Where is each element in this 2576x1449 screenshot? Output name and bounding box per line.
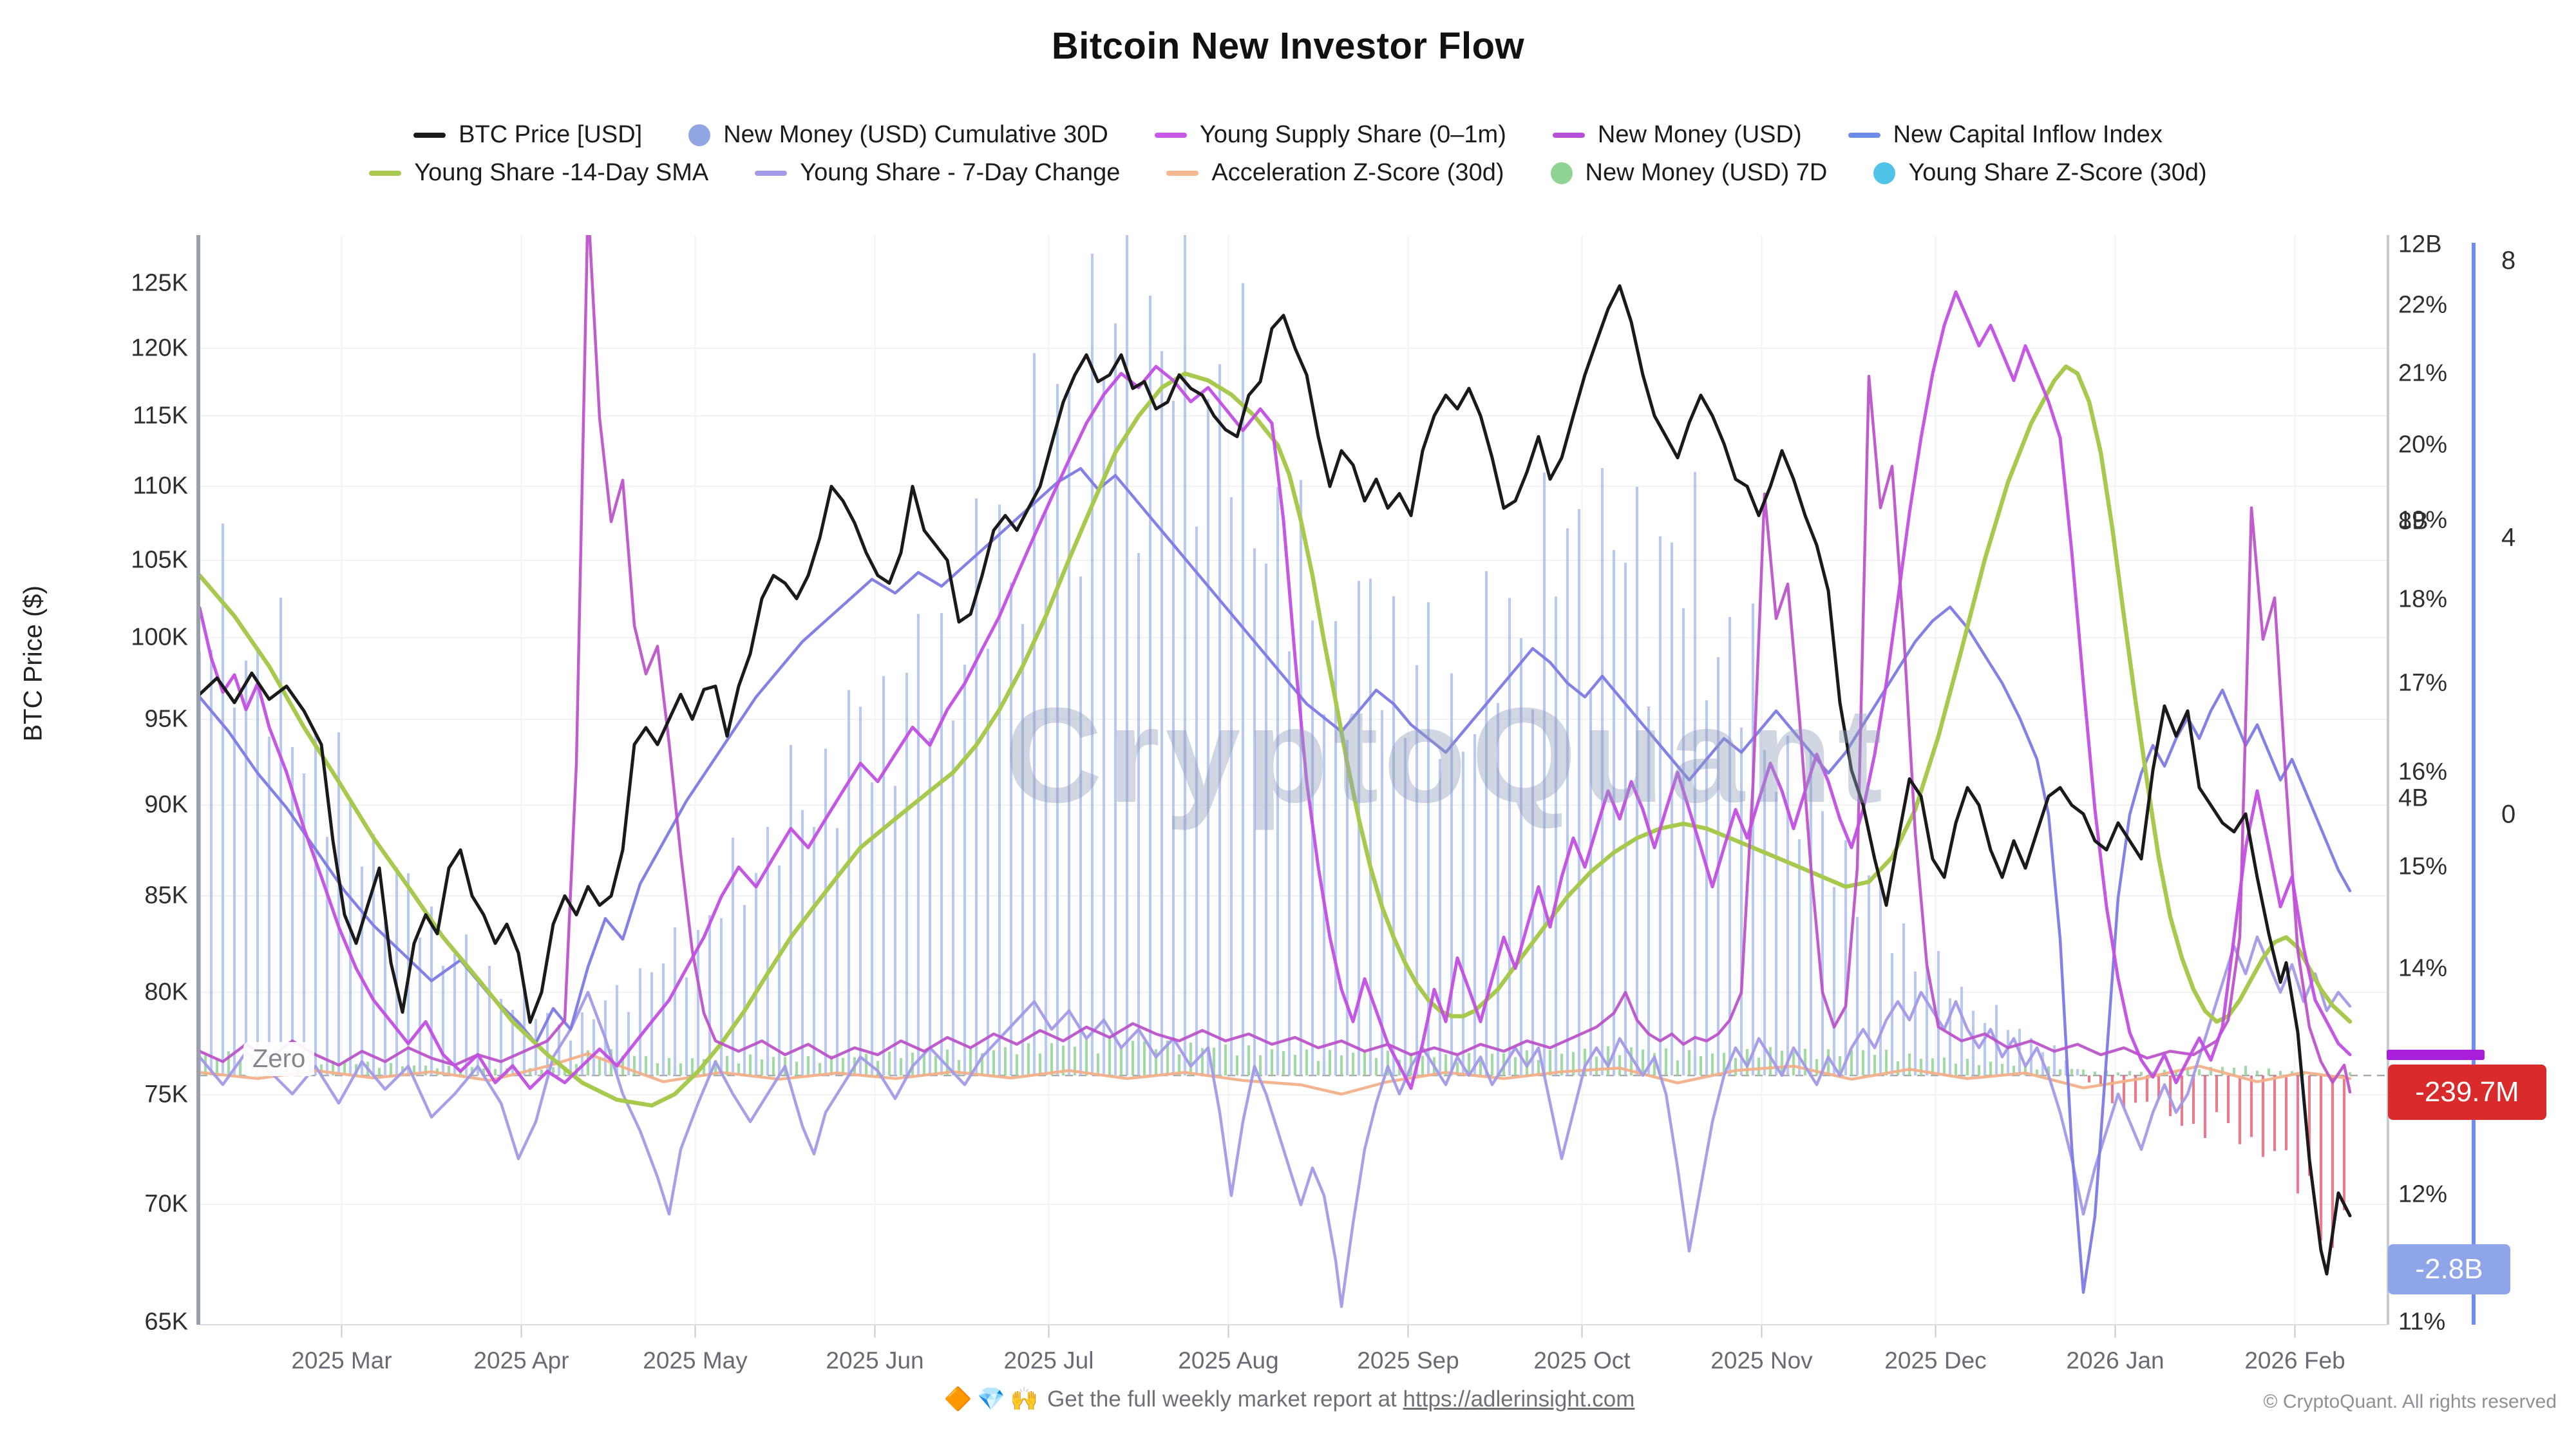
x-axis-month-label: 2025 Mar <box>291 1347 392 1374</box>
legend-line-swatch-icon <box>1166 170 1199 176</box>
y-axis-tick-percent: 11% <box>2398 1308 2446 1336</box>
zero-line-label: Zero <box>243 1042 315 1076</box>
legend-item-young-share-z-score-30d[interactable]: Young Share Z-Score (30d) <box>1873 159 2207 187</box>
y-axis-tick-percent: 20% <box>2398 431 2448 459</box>
x-axis-month-label: 2025 Oct <box>1533 1347 1631 1374</box>
legend-item-label: New Capital Inflow Index <box>1893 121 2163 148</box>
legend-row: Young Share -14-Day SMA Young Share - 7-D… <box>193 159 2383 187</box>
legend-line-swatch-icon <box>755 170 788 176</box>
y-axis-tick-percent: 19% <box>2398 506 2448 534</box>
legend-line-swatch-icon <box>1154 132 1187 138</box>
y-axis-tick-percent: 14% <box>2398 954 2448 982</box>
y-axis-tick-price: 105K <box>131 546 188 574</box>
x-axis-month-label: 2025 Aug <box>1178 1347 1279 1374</box>
legend-item-label: Young Supply Share (0–1m) <box>1199 121 1506 148</box>
legend-item-label: New Money (USD) Cumulative 30D <box>723 121 1108 148</box>
legend-item-label: New Money (USD) <box>1597 121 1802 148</box>
y-axis-tick-percent: 17% <box>2398 669 2448 697</box>
y-axis-tick-percent: 22% <box>2398 291 2448 319</box>
legend-line-swatch-icon <box>1552 132 1585 138</box>
y-axis-tick-price: 80K <box>144 978 188 1006</box>
x-axis-month-label: 2025 May <box>643 1347 748 1374</box>
x-axis-month-label: 2025 Apr <box>473 1347 569 1374</box>
legend-line-swatch-icon <box>369 170 402 176</box>
x-axis-month-label: 2025 Dec <box>1884 1347 1987 1374</box>
y-axis-tick-zscore: 0 <box>2501 800 2516 829</box>
legend-circle-swatch-icon <box>1550 162 1573 184</box>
y-axis-tick-price: 70K <box>144 1190 188 1218</box>
legend-line-swatch-icon <box>1848 132 1880 138</box>
y-axis-tick-price: 120K <box>131 334 188 362</box>
young-share-current-marker <box>2387 1049 2485 1060</box>
y-axis-tick-percent: 21% <box>2398 359 2448 387</box>
legend-item-young-share-7-day-change[interactable]: Young Share - 7-Day Change <box>755 159 1120 187</box>
y-axis-tick-price: 100K <box>131 623 188 651</box>
y-axis-tick-price: 125K <box>131 269 188 297</box>
y-axis-tick-percent: 15% <box>2398 853 2448 880</box>
raised-hands-icon: 🙌 <box>1010 1387 1039 1412</box>
legend-line-swatch-icon <box>413 132 446 138</box>
current-value-badge-cumulative: -2.8B <box>2388 1244 2510 1294</box>
y-axis-tick-billions: 12B <box>2398 231 2442 258</box>
y-axis-tick-billions: 8B <box>2398 507 2429 535</box>
report-link[interactable]: https://adlerinsight.com <box>1403 1387 1635 1412</box>
footer-text: Get the full weekly market report at <box>1047 1387 1397 1412</box>
gem-icon: 💎 <box>977 1387 1005 1412</box>
x-axis-month-label: 2025 Jun <box>826 1347 924 1374</box>
diamond-icon: 🔶 <box>943 1387 972 1412</box>
legend-item-new-money-usd-7d[interactable]: New Money (USD) 7D <box>1550 159 1828 187</box>
x-axis-month-label: 2025 Sep <box>1357 1347 1459 1374</box>
legend-item-label: Acceleration Z-Score (30d) <box>1211 159 1504 186</box>
legend-item-young-supply-share-0-1m[interactable]: Young Supply Share (0–1m) <box>1154 121 1506 149</box>
legend-item-label: Young Share - 7-Day Change <box>800 159 1121 186</box>
legend-circle-swatch-icon <box>1873 162 1896 184</box>
legend-item-label: Young Share Z-Score (30d) <box>1908 159 2207 186</box>
current-value-badge-new-money: -239.7M <box>2388 1064 2546 1120</box>
copyright: © CryptoQuant. All rights reserved <box>2263 1391 2557 1412</box>
y-axis-tick-percent: 18% <box>2398 585 2448 613</box>
y-axis-tick-price: 90K <box>144 791 188 819</box>
legend-item-new-money-usd-cumulative-30d[interactable]: New Money (USD) Cumulative 30D <box>688 121 1108 149</box>
footer-report-line: 🔶 💎 🙌 Get the full weekly market report at… <box>0 1386 2576 1412</box>
legend-item-new-capital-inflow-index[interactable]: New Capital Inflow Index <box>1848 121 2163 149</box>
y-axis-tick-zscore: 4 <box>2501 523 2516 552</box>
chart-title: Bitcoin New Investor Flow <box>1051 25 1525 67</box>
legend-item-new-money-usd[interactable]: New Money (USD) <box>1552 121 1802 149</box>
y-axis-tick-price: 95K <box>144 705 188 733</box>
y-axis-title: BTC Price ($) <box>19 585 48 742</box>
y-axis-tick-price: 110K <box>133 472 188 500</box>
plot-series <box>200 235 2387 1325</box>
x-axis-month-label: 2025 Jul <box>1003 1347 1094 1374</box>
x-axis-month-label: 2026 Jan <box>2066 1347 2164 1374</box>
y-axis-tick-price: 115K <box>133 402 188 430</box>
y-axis-tick-price: 65K <box>144 1308 188 1336</box>
legend-row: BTC Price [USD] New Money (USD) Cumulativ… <box>193 121 2383 149</box>
y-axis-tick-billions: 4B <box>2398 784 2429 812</box>
x-axis-month-label: 2025 Nov <box>1710 1347 1813 1374</box>
legend-item-label: Young Share -14-Day SMA <box>414 159 709 186</box>
x-axis-month-label: 2026 Feb <box>2244 1347 2345 1374</box>
legend-circle-swatch-icon <box>688 124 711 146</box>
y-axis-tick-percent: 16% <box>2398 758 2448 786</box>
legend-item-acceleration-z-score-30d[interactable]: Acceleration Z-Score (30d) <box>1166 159 1504 187</box>
legend: BTC Price [USD] New Money (USD) Cumulativ… <box>193 121 2383 187</box>
y-axis-tick-price: 85K <box>144 882 188 909</box>
legend-item-label: BTC Price [USD] <box>459 121 643 148</box>
y-axis-tick-price: 75K <box>144 1081 188 1108</box>
y-axis-tick-zscore: 8 <box>2501 246 2516 275</box>
y-axis-tick-percent: 12% <box>2398 1180 2448 1208</box>
legend-item-young-share-14-day-sma[interactable]: Young Share -14-Day SMA <box>369 159 708 187</box>
legend-item-btc-price-usd[interactable]: BTC Price [USD] <box>413 121 642 149</box>
legend-item-label: New Money (USD) 7D <box>1585 159 1828 186</box>
